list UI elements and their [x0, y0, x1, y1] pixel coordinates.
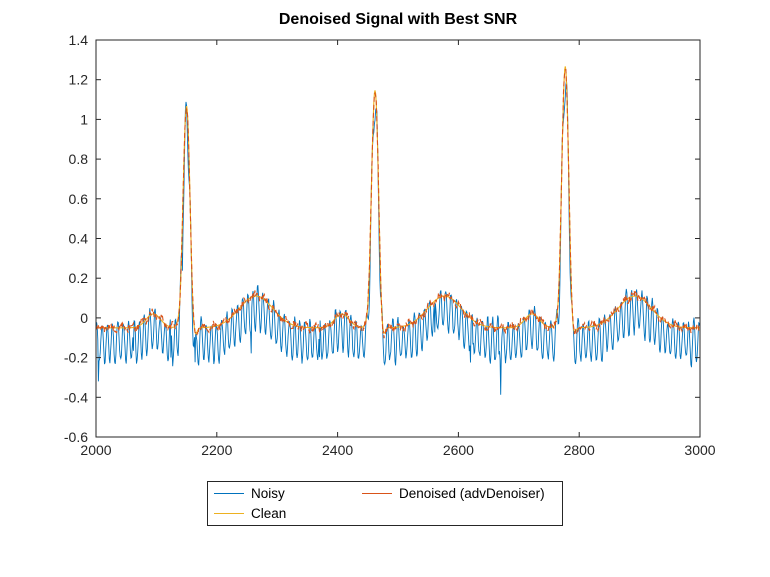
legend-line-noisy-icon: [214, 493, 244, 495]
legend-item-denoised: Denoised (advDenoiser): [362, 486, 556, 501]
legend-line-clean-icon: [214, 512, 244, 514]
legend: Noisy Clean Denoised (advDenoiser): [207, 481, 563, 526]
legend-line-denoised-icon: [362, 493, 392, 495]
series-clean: [96, 66, 700, 335]
y-tick-label: 0.2: [69, 270, 89, 286]
x-tick-label: 3000: [684, 442, 715, 458]
y-tick-label: -0.4: [64, 389, 88, 405]
x-tick-label: 2400: [322, 442, 353, 458]
legend-item-clean: Clean: [214, 506, 362, 521]
y-tick-label: 1.4: [69, 32, 89, 48]
series-denoised: [96, 69, 701, 339]
x-tick-label: 2800: [564, 442, 595, 458]
x-tick-label: 2000: [80, 442, 111, 458]
y-tick-label: 1: [80, 111, 88, 127]
axis-box: [95, 39, 701, 438]
y-tick-label: 1.2: [69, 72, 89, 88]
x-tick-label: 2600: [443, 442, 474, 458]
chart-title: Denoised Signal with Best SNR: [278, 11, 518, 28]
y-tick-label: -0.6: [64, 429, 88, 445]
x-tick-label: 2200: [201, 442, 232, 458]
y-tick-label: 0.6: [69, 191, 89, 207]
legend-label-clean: Clean: [251, 505, 287, 521]
legend-label-denoised: Denoised (advDenoiser): [399, 486, 545, 502]
y-tick-label: -0.2: [64, 350, 88, 366]
legend-item-noisy: Noisy: [214, 486, 362, 501]
series-noisy: [95, 80, 701, 395]
legend-label-noisy: Noisy: [251, 486, 285, 502]
y-tick-label: 0.8: [69, 151, 89, 167]
y-tick-label: 0: [80, 310, 88, 326]
y-tick-label: 0.4: [69, 231, 89, 247]
